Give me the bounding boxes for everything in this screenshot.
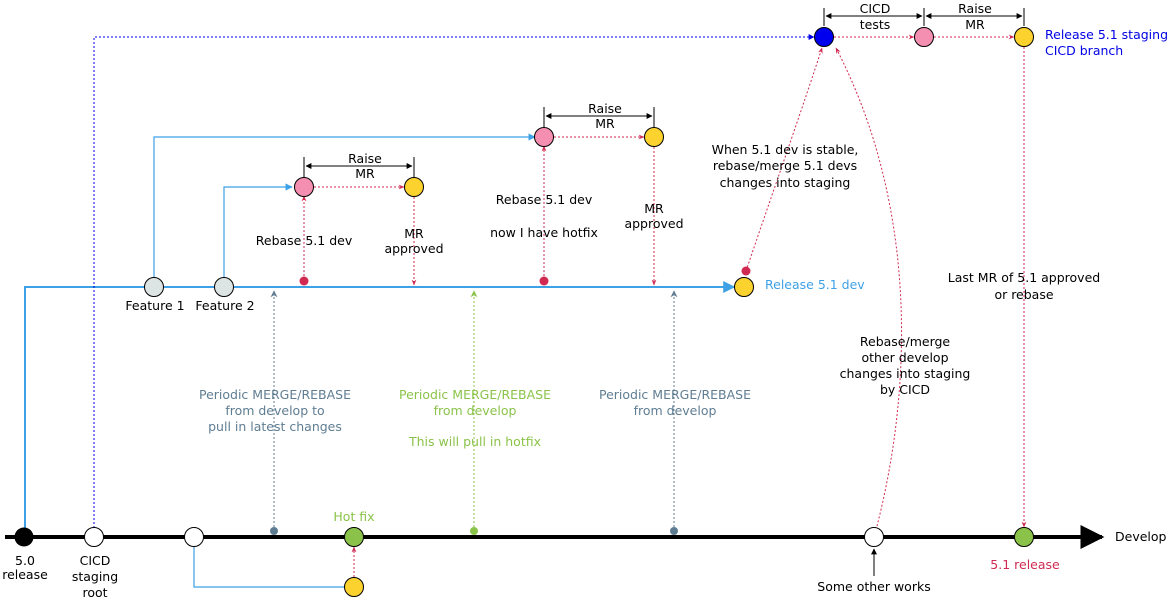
feature1-branch bbox=[153, 133, 536, 287]
feature2-mr-node bbox=[404, 177, 424, 197]
release-50-label: 5.0 bbox=[15, 553, 35, 568]
raise-mr-b-label: Raise bbox=[588, 101, 622, 116]
hotfix-branch bbox=[193, 537, 344, 588]
some-other-works-label: Some other works bbox=[817, 579, 930, 594]
staging-node bbox=[814, 27, 834, 47]
last-mr-label: Last MR of 5.1 approved bbox=[948, 270, 1100, 285]
feature1-mr-node bbox=[644, 127, 664, 147]
stable-label-2: rebase/merge 5.1 devs bbox=[713, 158, 857, 173]
develop-node bbox=[184, 527, 204, 547]
staging-mr-node bbox=[914, 27, 934, 47]
periodic-arrows bbox=[270, 290, 678, 535]
cicd-staging-line bbox=[93, 34, 815, 528]
staging-branch-label: Release 5.1 staging bbox=[1045, 27, 1168, 42]
last-mr-label-2: or rebase bbox=[994, 287, 1053, 302]
release-51-node bbox=[1014, 527, 1034, 547]
rebase-b-label: Rebase 5.1 dev bbox=[496, 192, 593, 207]
rebase-arrows bbox=[301, 34, 1027, 577]
mr-approved-b-label: MR bbox=[644, 201, 664, 216]
hotfix-node bbox=[344, 527, 364, 547]
rebase-dots bbox=[299, 266, 751, 286]
dimension-brackets bbox=[303, 8, 1025, 177]
rebase-a-label: Rebase 5.1 dev bbox=[256, 233, 353, 248]
periodic2-label: Periodic MERGE/REBASE bbox=[399, 387, 551, 402]
release-50-node bbox=[14, 527, 34, 547]
stable-label-3: changes into staging bbox=[720, 175, 851, 190]
rebase-other-label-4: by CICD bbox=[880, 382, 930, 397]
rebase-other-label-3: changes into staging bbox=[840, 366, 971, 381]
raise-mr-a-label-2: MR bbox=[355, 166, 375, 181]
raise-mr-top-label: Raise bbox=[958, 1, 992, 16]
some-other-works-node bbox=[864, 527, 884, 547]
hotfix-commit-node bbox=[344, 577, 364, 597]
mr-approved-a-label-2: approved bbox=[384, 241, 443, 256]
feature2-branch bbox=[223, 183, 293, 287]
raise-mr-b-label-2: MR bbox=[595, 116, 615, 131]
cicd-root-label: CICD bbox=[80, 553, 111, 568]
hotfix-label: Hot fix bbox=[333, 509, 374, 524]
periodic2-label-3: This will pull in hotfix bbox=[408, 434, 541, 449]
feature1-rebase-node bbox=[534, 127, 554, 147]
cicd-root-label-2: staging bbox=[72, 569, 118, 584]
release-50-label-2: release bbox=[2, 567, 48, 582]
release-dev-node bbox=[734, 277, 754, 297]
periodic3-label: Periodic MERGE/REBASE bbox=[599, 387, 751, 402]
release-51-label: 5.1 release bbox=[990, 557, 1060, 572]
feature2-label: Feature 2 bbox=[195, 298, 254, 313]
cicd-root-label-3: root bbox=[82, 585, 107, 600]
feature1-node bbox=[144, 277, 164, 297]
feature1-label: Feature 1 bbox=[125, 298, 184, 313]
release-dev-label: Release 5.1 dev bbox=[765, 277, 865, 292]
rebase-other-label-2: other develop bbox=[861, 350, 948, 365]
cicd-tests-label: CICD bbox=[860, 1, 891, 16]
feature2-node bbox=[214, 277, 234, 297]
develop-label: Develop bbox=[1115, 529, 1167, 544]
cicd-tests-label-2: tests bbox=[860, 17, 891, 32]
raise-mr-top-label-2: MR bbox=[965, 17, 985, 32]
now-hotfix-label: now I have hotfix bbox=[490, 225, 598, 240]
periodic1-label-2: from develop to bbox=[225, 403, 324, 418]
cicd-root-node bbox=[84, 527, 104, 547]
mr-approved-b-label-2: approved bbox=[624, 216, 683, 231]
staging-branch-label-2: CICD branch bbox=[1045, 43, 1123, 58]
feature2-rebase-node bbox=[294, 177, 314, 197]
periodic1-label-3: pull in latest changes bbox=[208, 419, 342, 434]
rebase-other-label: Rebase/merge bbox=[860, 334, 951, 349]
periodic1-label: Periodic MERGE/REBASE bbox=[199, 387, 351, 402]
periodic2-label-2: from develop bbox=[434, 403, 517, 418]
release-dev-line bbox=[24, 281, 736, 537]
mr-approved-a-label: MR bbox=[404, 226, 424, 241]
periodic3-label-2: from develop bbox=[634, 403, 717, 418]
raise-mr-a-label: Raise bbox=[348, 151, 382, 166]
staging-final-node bbox=[1014, 27, 1034, 47]
stable-label: When 5.1 dev is stable, bbox=[712, 142, 859, 157]
